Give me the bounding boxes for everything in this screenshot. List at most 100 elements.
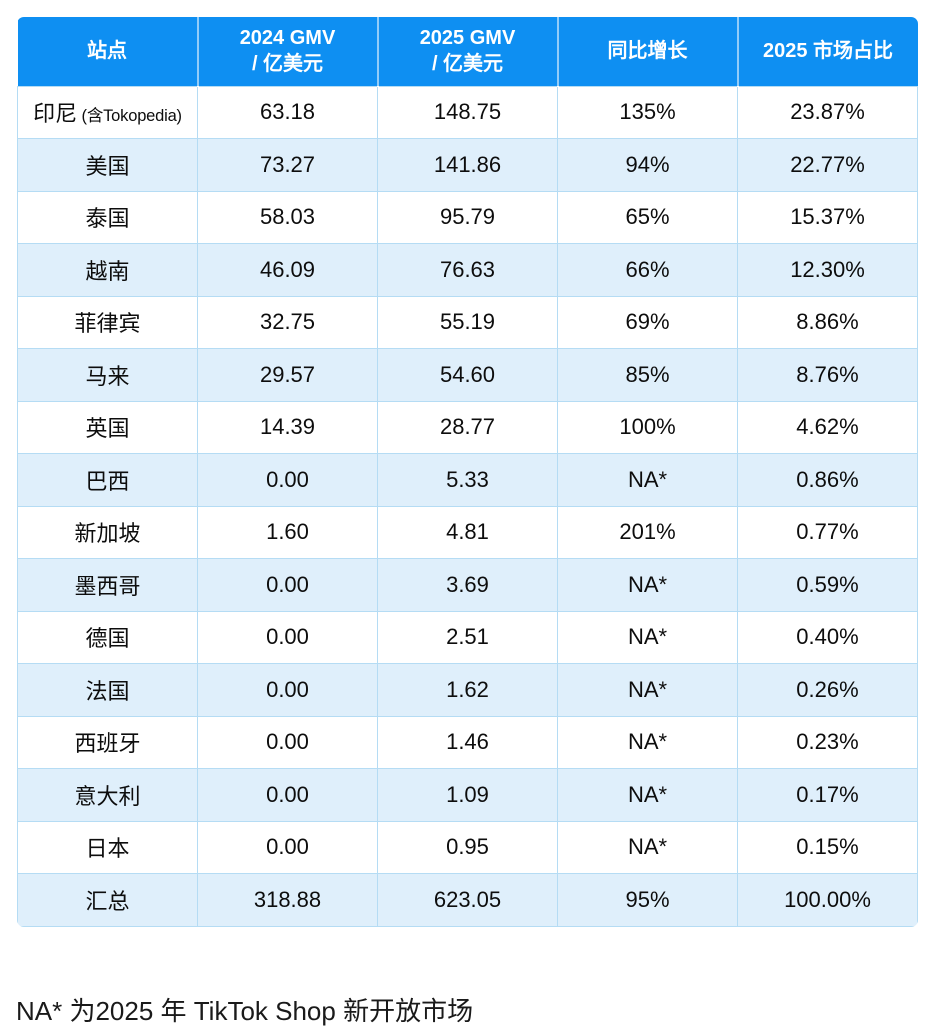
market-share-cell: 0.59% bbox=[737, 558, 918, 612]
table-row: 英国 14.39 28.77 100% 4.62% bbox=[17, 400, 918, 454]
table-row: 法国 0.00 1.62 NA* 0.26% bbox=[17, 663, 918, 717]
site-cell: 新加坡 bbox=[17, 505, 198, 559]
gmv-2025-cell: 623.05 bbox=[377, 873, 558, 927]
market-share-cell: 12.30% bbox=[737, 243, 918, 297]
table-row: 巴西 0.00 5.33 NA* 0.86% bbox=[17, 453, 918, 507]
gmv-2024-cell: 0.00 bbox=[197, 453, 378, 507]
site-label: 美国 bbox=[85, 153, 130, 179]
site-label: 德国 bbox=[85, 626, 130, 652]
table-row: 西班牙 0.00 1.46 NA* 0.23% bbox=[17, 715, 918, 769]
yoy-growth-cell: NA* bbox=[557, 715, 738, 769]
column-header-sublabel: / 亿美元 bbox=[431, 53, 504, 76]
market-share-cell: 23.87% bbox=[737, 85, 918, 139]
market-share-cell: 8.76% bbox=[737, 348, 918, 402]
column-header-sublabel: / 亿美元 bbox=[251, 53, 324, 76]
market-share-cell: 0.77% bbox=[737, 505, 918, 559]
market-share-cell: 22.77% bbox=[737, 138, 918, 192]
market-share-cell: 0.15% bbox=[737, 820, 918, 874]
table-header: 站点 2024 GMV / 亿美元 2025 GMV / 亿美元 同比增长 2025 市场占… bbox=[17, 17, 918, 86]
gmv-2024-cell: 0.00 bbox=[197, 663, 378, 717]
site-cell: 日本 bbox=[17, 820, 198, 874]
site-cell: 墨西哥 bbox=[17, 558, 198, 612]
site-label: 日本 bbox=[85, 836, 130, 862]
yoy-growth-cell: 95% bbox=[557, 873, 738, 927]
gmv-2025-cell: 1.09 bbox=[377, 768, 558, 822]
site-cell: 巴西 bbox=[17, 453, 198, 507]
column-header-label: 2024 GMV bbox=[239, 26, 336, 49]
market-share-cell: 15.37% bbox=[737, 190, 918, 244]
site-note: (含Tokopedia) bbox=[77, 107, 183, 126]
table-row: 美国 73.27 141.86 94% 22.77% bbox=[17, 138, 918, 192]
site-cell: 菲律宾 bbox=[17, 295, 198, 349]
table-row: 越南 46.09 76.63 66% 12.30% bbox=[17, 243, 918, 297]
site-label: 西班牙 bbox=[74, 731, 141, 757]
yoy-growth-cell: 94% bbox=[557, 138, 738, 192]
market-share-cell: 0.23% bbox=[737, 715, 918, 769]
site-label: 意大利 bbox=[74, 783, 141, 809]
yoy-growth-cell: NA* bbox=[557, 663, 738, 717]
yoy-growth-cell: 66% bbox=[557, 243, 738, 297]
gmv-2024-cell: 14.39 bbox=[197, 400, 378, 454]
column-header: 站点 bbox=[17, 17, 199, 86]
gmv-2025-cell: 1.62 bbox=[377, 663, 558, 717]
gmv-table: 站点 2024 GMV / 亿美元 2025 GMV / 亿美元 同比增长 2025 市场占… bbox=[17, 17, 918, 927]
column-header-label: 同比增长 bbox=[607, 40, 688, 63]
market-share-cell: 100.00% bbox=[737, 873, 918, 927]
table-body: 印尼 (含Tokopedia) 63.18 148.75 135% 23.87% 美国 73… bbox=[17, 85, 918, 927]
site-label: 墨西哥 bbox=[74, 573, 141, 599]
gmv-2025-cell: 148.75 bbox=[377, 85, 558, 139]
gmv-2025-cell: 141.86 bbox=[377, 138, 558, 192]
market-share-cell: 0.26% bbox=[737, 663, 918, 717]
table-row: 德国 0.00 2.51 NA* 0.40% bbox=[17, 610, 918, 664]
gmv-2025-cell: 55.19 bbox=[377, 295, 558, 349]
footnote: NA* 为2025 年 TikTok Shop 新开放市场 bbox=[16, 996, 474, 1026]
gmv-2024-cell: 32.75 bbox=[197, 295, 378, 349]
table-row: 马来 29.57 54.60 85% 8.76% bbox=[17, 348, 918, 402]
site-label: 法国 bbox=[85, 678, 130, 704]
gmv-2025-cell: 3.69 bbox=[377, 558, 558, 612]
table-row: 日本 0.00 0.95 NA* 0.15% bbox=[17, 820, 918, 874]
site-label: 马来 bbox=[85, 363, 130, 389]
yoy-growth-cell: 65% bbox=[557, 190, 738, 244]
yoy-growth-cell: NA* bbox=[557, 610, 738, 664]
site-label: 印尼 bbox=[33, 101, 78, 127]
site-cell: 泰国 bbox=[17, 190, 198, 244]
site-cell: 西班牙 bbox=[17, 715, 198, 769]
gmv-2024-cell: 0.00 bbox=[197, 610, 378, 664]
gmv-2024-cell: 0.00 bbox=[197, 715, 378, 769]
site-cell: 英国 bbox=[17, 400, 198, 454]
site-cell: 意大利 bbox=[17, 768, 198, 822]
gmv-2024-cell: 318.88 bbox=[197, 873, 378, 927]
column-header: 2025 市场占比 bbox=[737, 17, 918, 86]
gmv-2025-cell: 0.95 bbox=[377, 820, 558, 874]
site-cell: 汇总 bbox=[17, 873, 198, 927]
yoy-growth-cell: 135% bbox=[557, 85, 738, 139]
column-header-label: 2025 市场占比 bbox=[762, 40, 894, 63]
yoy-growth-cell: 85% bbox=[557, 348, 738, 402]
gmv-2025-cell: 95.79 bbox=[377, 190, 558, 244]
site-label: 越南 bbox=[85, 258, 130, 284]
site-cell: 越南 bbox=[17, 243, 198, 297]
market-share-cell: 0.17% bbox=[737, 768, 918, 822]
column-header: 2024 GMV / 亿美元 bbox=[197, 17, 379, 86]
column-header-label: 2025 GMV bbox=[419, 26, 516, 49]
table-row: 汇总 318.88 623.05 95% 100.00% bbox=[17, 873, 918, 927]
gmv-2025-cell: 54.60 bbox=[377, 348, 558, 402]
gmv-2024-cell: 58.03 bbox=[197, 190, 378, 244]
yoy-growth-cell: NA* bbox=[557, 558, 738, 612]
column-header-label: 站点 bbox=[87, 40, 127, 63]
site-label: 汇总 bbox=[85, 888, 130, 914]
gmv-table-card: 站点 2024 GMV / 亿美元 2025 GMV / 亿美元 同比增长 2025 市场占… bbox=[17, 17, 918, 927]
gmv-2025-cell: 5.33 bbox=[377, 453, 558, 507]
yoy-growth-cell: NA* bbox=[557, 820, 738, 874]
site-label: 菲律宾 bbox=[74, 311, 141, 337]
header-row: 站点 2024 GMV / 亿美元 2025 GMV / 亿美元 同比增长 2025 市场占… bbox=[17, 17, 918, 86]
site-cell: 美国 bbox=[17, 138, 198, 192]
yoy-growth-cell: 69% bbox=[557, 295, 738, 349]
market-share-cell: 0.86% bbox=[737, 453, 918, 507]
table-row: 意大利 0.00 1.09 NA* 0.17% bbox=[17, 768, 918, 822]
gmv-2024-cell: 46.09 bbox=[197, 243, 378, 297]
table-row: 印尼 (含Tokopedia) 63.18 148.75 135% 23.87% bbox=[17, 85, 918, 139]
gmv-2025-cell: 76.63 bbox=[377, 243, 558, 297]
site-label: 巴西 bbox=[85, 468, 130, 494]
